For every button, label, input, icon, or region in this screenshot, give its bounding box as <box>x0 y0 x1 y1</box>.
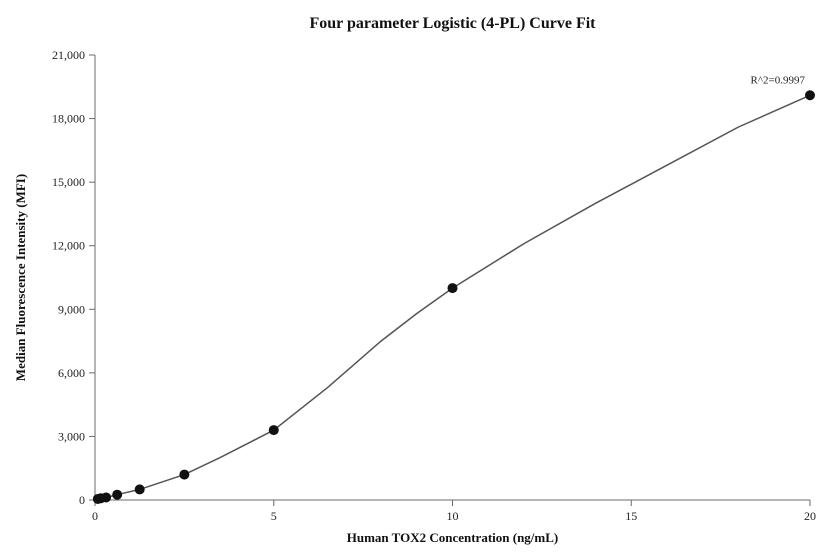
y-tick-label: 3,000 <box>58 429 85 443</box>
x-tick-label: 0 <box>92 509 98 523</box>
data-point <box>448 283 458 293</box>
data-point <box>805 90 815 100</box>
x-tick-label: 10 <box>447 509 459 523</box>
y-tick-label: 6,000 <box>58 366 85 380</box>
y-tick-label: 9,000 <box>58 302 85 316</box>
y-tick-label: 21,000 <box>52 48 85 62</box>
data-point <box>269 425 279 435</box>
y-tick-label: 12,000 <box>52 239 85 253</box>
fit-curve <box>98 95 810 499</box>
y-tick-label: 15,000 <box>52 175 85 189</box>
x-tick-label: 15 <box>625 509 637 523</box>
chart-container: 0 3,000 6,000 9,000 12,000 15,000 18,000 21,000… <box>0 0 832 560</box>
y-tick-label: 18,000 <box>52 112 85 126</box>
data-point <box>101 492 111 502</box>
x-axis-label: Human TOX2 Concentration (ng/mL) <box>347 530 559 545</box>
chart-svg: 0 3,000 6,000 9,000 12,000 15,000 18,000 21,000… <box>0 0 832 560</box>
y-tick-label: 0 <box>79 493 85 507</box>
x-tick-label: 5 <box>271 509 277 523</box>
data-point <box>112 490 122 500</box>
axes <box>95 55 810 500</box>
x-tick-label: 20 <box>804 509 816 523</box>
data-point <box>135 484 145 494</box>
y-axis-label: Median Fluorescence Intensity (MFI) <box>13 174 28 381</box>
r-squared-annotation: R^2=0.9997 <box>751 74 806 86</box>
data-point <box>179 470 189 480</box>
chart-title: Four parameter Logistic (4-PL) Curve Fit <box>309 15 596 32</box>
